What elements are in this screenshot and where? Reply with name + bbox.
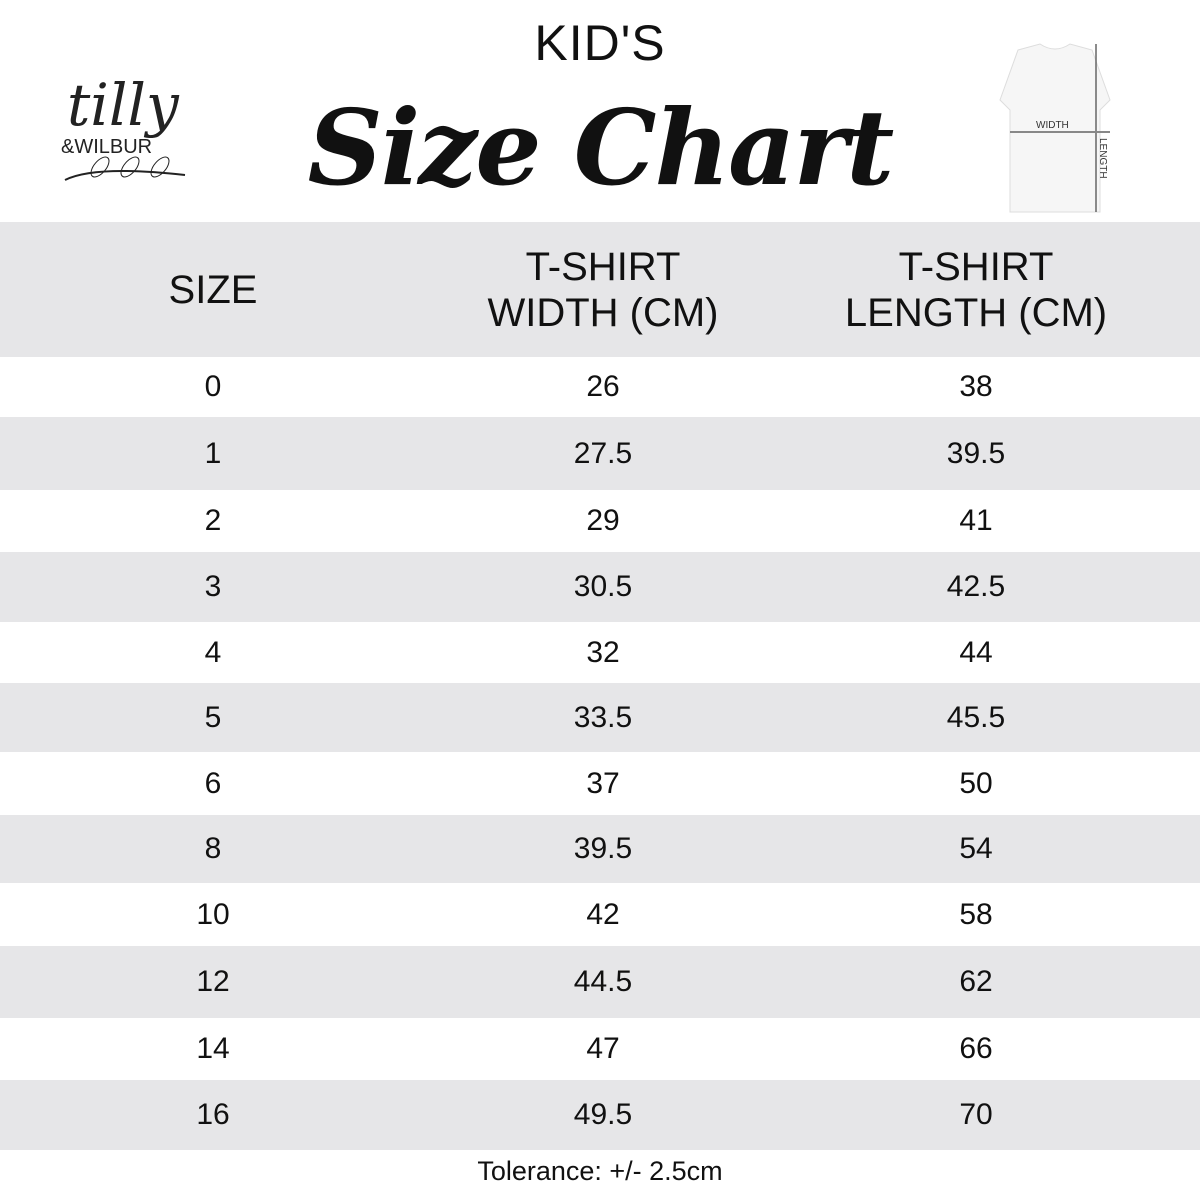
table-row: 5 33.5 45.5 — [0, 683, 1200, 752]
length-cell: 66 — [959, 1032, 993, 1065]
brand-logo: tilly &WILBUR — [55, 55, 205, 205]
column-header-line: SIZE — [168, 267, 258, 312]
width-cell: 32 — [586, 635, 620, 669]
tshirt-measure-diagram: WIDTH LENGTH — [990, 40, 1120, 220]
length-cell: 41 — [959, 504, 993, 537]
length-cell: 39.5 — [946, 436, 1006, 470]
size-cell: 0 — [204, 370, 222, 403]
width-cell: 29 — [586, 504, 620, 537]
length-cell: 70 — [959, 1098, 993, 1131]
size-cell: 2 — [204, 504, 222, 537]
size-table: SIZE T-SHIRT WIDTH (CM) T-SHIRT LENGTH (CM) … — [0, 222, 1200, 1150]
size-cell: 8 — [204, 832, 222, 865]
table-row: 4 32 44 — [0, 622, 1200, 683]
length-cell: 45.5 — [946, 700, 1006, 734]
svg-text:tilly: tilly — [67, 71, 180, 139]
column-header: T-SHIRT WIDTH (CM) — [403, 244, 803, 336]
page-title: Size Chart — [307, 86, 895, 209]
svg-text:&WILBUR: &WILBUR — [61, 136, 152, 158]
width-cell: 49.5 — [573, 1098, 633, 1131]
table-header: SIZE T-SHIRT WIDTH (CM) T-SHIRT LENGTH (CM) — [0, 222, 1200, 357]
column-header: T-SHIRT LENGTH (CM) — [776, 244, 1176, 336]
size-cell: 6 — [204, 766, 222, 800]
size-cell: 3 — [204, 570, 222, 603]
table-row: 0 26 38 — [0, 357, 1200, 417]
width-cell: 37 — [586, 766, 620, 800]
width-cell: 42 — [586, 897, 620, 931]
length-cell: 44 — [959, 635, 993, 669]
size-cell: 1 — [204, 436, 222, 470]
table-row: 10 42 58 — [0, 883, 1200, 946]
column-header-line: T-SHIRT — [898, 244, 1054, 289]
table-row: 12 44.5 62 — [0, 946, 1200, 1018]
length-cell: 62 — [959, 965, 993, 998]
length-cell: 50 — [959, 766, 993, 800]
tolerance-note: Tolerance: +/- 2.5cm — [477, 1156, 723, 1186]
width-cell: 27.5 — [573, 436, 633, 470]
width-cell: 30.5 — [573, 570, 633, 603]
size-cell: 10 — [196, 897, 230, 931]
table-row: 2 29 41 — [0, 490, 1200, 552]
length-cell: 38 — [959, 370, 993, 403]
table-row: 1 27.5 39.5 — [0, 417, 1200, 490]
length-label: LENGTH — [1097, 138, 1108, 179]
width-cell: 33.5 — [573, 700, 633, 734]
size-cell: 4 — [204, 635, 222, 669]
size-cell: 16 — [196, 1098, 230, 1131]
table-row: 3 30.5 42.5 — [0, 552, 1200, 622]
kicker-text: KID'S — [534, 15, 666, 71]
length-cell: 42.5 — [946, 570, 1006, 603]
width-cell: 39.5 — [573, 832, 633, 865]
table-row: 14 47 66 — [0, 1018, 1200, 1080]
column-header-line: LENGTH (CM) — [844, 290, 1108, 335]
length-cell: 54 — [959, 832, 993, 865]
width-cell: 47 — [586, 1032, 620, 1065]
table-row: 8 39.5 54 — [0, 815, 1200, 883]
table-row: 6 37 50 — [0, 752, 1200, 815]
size-cell: 12 — [196, 965, 230, 998]
width-cell: 26 — [586, 370, 620, 403]
length-cell: 58 — [959, 897, 993, 931]
column-header: SIZE — [113, 267, 313, 313]
column-header-line: WIDTH (CM) — [487, 290, 719, 335]
size-cell: 14 — [196, 1032, 230, 1065]
column-header-line: T-SHIRT — [525, 244, 681, 289]
width-label: WIDTH — [1036, 120, 1069, 131]
size-cell: 5 — [204, 700, 222, 734]
table-row: 16 49.5 70 — [0, 1080, 1200, 1150]
width-cell: 44.5 — [573, 965, 633, 998]
